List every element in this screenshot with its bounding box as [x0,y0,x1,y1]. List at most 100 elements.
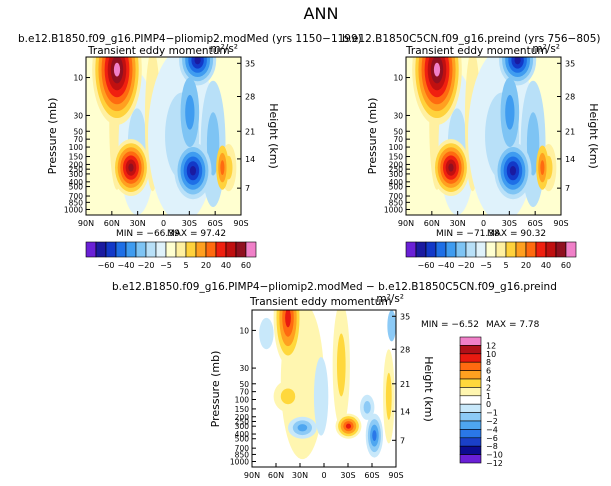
y-tick-label: 10 [239,326,249,335]
contour-band [280,388,296,405]
contour-band [185,94,195,130]
y-tick-label: 200 [389,160,404,169]
contour-band [313,357,329,436]
colorbar-swatch [495,241,507,258]
colorbar-swatch [435,241,447,258]
colorbar-swatch [175,241,187,258]
y-tick-label: 1000 [64,205,83,214]
contour-band [363,401,371,414]
y-tick-label: 500 [389,183,404,192]
colorbar-label: −5 [480,261,492,270]
right-panel: b.e12.B1850C5CN.f09_g16.preind (yrs 756−… [342,33,601,239]
colorbar-label: 0 [486,400,491,409]
colorbar-swatch [459,395,482,405]
y-tick-label: 150 [389,153,404,162]
diff-contour-field [252,310,396,467]
y-tick-label: 400 [235,430,250,439]
colorbar-swatch [225,241,237,258]
right-subtitle: Transient eddy momentum [405,45,548,57]
y-tick-label: 100 [69,143,84,152]
x-tick-label: 60N [268,471,284,480]
height-tick-label: 28 [565,93,575,102]
colorbar-label: −5 [160,261,172,270]
colorbar-label: −60 [418,261,435,270]
right-title: b.e12.B1850C5CN.f09_g16.preind (yrs 756−… [342,33,601,45]
y-tick-label: 850 [235,450,250,459]
y-tick-label: 1000 [230,458,249,467]
left-panel: b.e12.B1850.f09_g16.PIMP4−pliomip2.modMe… [18,33,362,239]
height-tick-label: 21 [400,380,410,389]
right-min: MIN = −71.38 [436,229,500,239]
left-units: m²/s² [210,43,238,55]
colorbar-label: −4 [486,425,498,434]
x-tick-label: 0 [481,219,486,228]
y-tick-label: 850 [389,198,404,207]
x-tick-label: 60N [424,219,440,228]
colorbar-label: 20 [201,261,211,270]
y-tick-label: 400 [389,178,404,187]
colorbar-swatch [565,241,577,258]
y-tick-label: 100 [389,143,404,152]
x-tick-label: 90N [244,471,260,480]
right-axes: 90N 60N 30N 0 30S 60S 90S103050701001502002503… [384,59,575,228]
right-ylabel-height: Height (km) [587,103,600,169]
y-tick-label: 30 [239,364,249,373]
y-tick-label: 70 [393,135,403,144]
colorbar-label: 4 [486,375,491,384]
y-tick-label: 700 [389,192,404,201]
contour-band [345,423,352,429]
height-tick-label: 14 [245,155,255,164]
x-tick-label: 0 [161,219,166,228]
y-tick-label: 30 [393,111,403,120]
colorbar-label: −8 [486,442,498,451]
x-tick-label: 60S [528,219,543,228]
diff-ylabel: Pressure (mb) [209,351,222,428]
height-tick-label: 7 [400,436,405,445]
colorbar-swatch [135,241,147,258]
contour-band [448,163,454,172]
colorbar-swatch [475,241,487,258]
colorbar-swatch [459,429,482,439]
x-tick-label: 90S [233,219,248,228]
contour-band [113,62,121,77]
height-tick-label: 7 [565,184,570,193]
height-tick-label: 28 [245,93,255,102]
left-colorbar: −60 −40 −20 −5 5 20 40 60 [85,241,257,270]
height-tick-label: 21 [245,127,255,136]
colorbar-swatch [185,241,197,258]
y-tick-label: 50 [239,380,249,389]
right-units: m²/s² [532,43,560,55]
y-tick-label: 700 [69,192,84,201]
diff-ylabel-height: Height (km) [422,356,435,422]
contour-band [505,94,515,130]
colorbar-label: −6 [486,434,498,443]
diff-subtitle: Transient eddy momentum [249,296,392,308]
colorbar-swatch [555,241,567,258]
colorbar-swatch [245,241,257,258]
diff-title: b.e12.B1850.f09_g16.PIMP4−pliomip2.modMe… [112,281,557,293]
diff-axes: 90N 60N 30N 0 30S 60S 90S103050701001502002503… [230,312,410,480]
contour-band [372,430,377,442]
colorbar-label: 5 [503,261,508,270]
left-axes: 90N 60N 30N 0 30S 60S 90S103050701001502002503… [64,59,255,228]
x-tick-label: 60N [104,219,120,228]
colorbar-swatch [415,241,427,258]
colorbar-label: 40 [221,261,231,270]
left-ylabel-height: Height (km) [267,103,280,169]
left-ylabel: Pressure (mb) [46,98,59,175]
x-tick-label: 60S [208,219,223,228]
colorbar-label: 60 [561,261,571,270]
contour-band [433,62,441,77]
colorbar-label: 10 [486,350,496,359]
height-tick-label: 35 [245,59,255,68]
contour-band [189,166,197,176]
colorbar-label: −40 [118,261,135,270]
colorbar-label: −12 [486,459,503,468]
colorbar-swatch [205,241,217,258]
contour-band [259,317,274,350]
y-tick-label: 1000 [384,205,403,214]
colorbar-label: 6 [486,367,491,376]
y-tick-label: 50 [393,127,403,136]
